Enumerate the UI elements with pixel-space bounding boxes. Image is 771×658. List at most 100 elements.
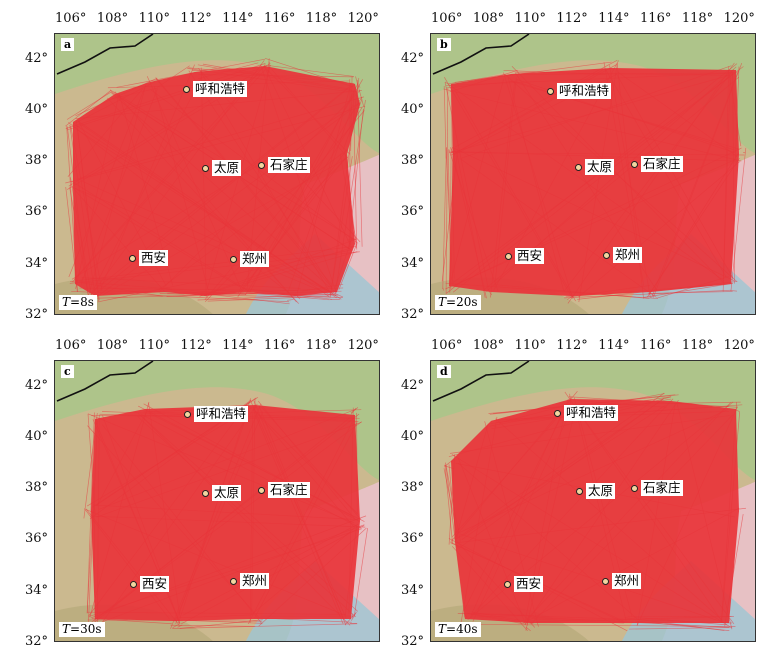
ray-path: [158, 152, 344, 291]
ray-path: [89, 528, 363, 617]
latitude-tick-label: 38°: [24, 480, 48, 496]
ray-path: [87, 413, 96, 516]
ray-path: [732, 72, 735, 284]
ray-path: [527, 616, 730, 628]
ray-path: [450, 151, 739, 162]
city-marker-icon: [631, 485, 638, 492]
ray-path: [90, 290, 342, 299]
ray-path: [66, 126, 78, 292]
ray-path: [441, 150, 458, 282]
ray-path: [507, 77, 565, 291]
latitude-tick-label: 34°: [24, 582, 48, 598]
ray-path: [69, 251, 360, 284]
ray-path: [442, 147, 447, 289]
boundary-line: [432, 34, 530, 75]
ray-path: [536, 616, 734, 623]
ray-path: [71, 290, 290, 303]
ray-path: [453, 147, 742, 287]
ray-path: [263, 64, 354, 77]
ray-path: [187, 68, 349, 93]
panel-b: b T=20s 呼和浩特 太原 石家庄 西安 郑州 106° 108° 110° 11…: [401, 11, 756, 322]
ray-path: [87, 421, 362, 626]
ray-path: [96, 411, 147, 507]
latitude-tick-label: 34°: [24, 255, 48, 271]
northern-highlands: [55, 34, 379, 153]
ray-path: [75, 92, 120, 289]
ray-path: [346, 238, 355, 241]
ray-path: [70, 125, 103, 291]
ray-path: [455, 545, 460, 549]
longitude-tick-label: 116°: [640, 338, 672, 353]
city-marker-icon: [184, 411, 191, 418]
ray-path: [467, 401, 734, 621]
ray-path: [77, 96, 364, 180]
ray-path: [730, 290, 737, 292]
longitude-tick-label: 120°: [347, 338, 379, 353]
ray-path: [97, 249, 350, 303]
ray-path: [263, 65, 351, 155]
latitude-tick-label: 40°: [24, 101, 48, 117]
longitude-tick-label: 114°: [222, 338, 254, 353]
ray-path: [86, 407, 252, 507]
panel-letter: d: [437, 365, 451, 378]
ray-path: [450, 74, 733, 153]
ray-path: [489, 394, 679, 415]
ray-path: [643, 283, 734, 298]
longitude-tick-label: 112°: [556, 338, 588, 353]
ray-path: [85, 508, 180, 626]
ray-path: [651, 70, 739, 298]
ray-path: [65, 90, 112, 127]
ray-path: [72, 186, 332, 296]
ray-path: [724, 513, 744, 627]
city-marker-icon: [505, 253, 512, 260]
ray-path: [636, 403, 676, 626]
ray-path: [110, 92, 336, 293]
boundary-line: [432, 361, 530, 402]
ray-path: [523, 507, 740, 624]
ray-path: [656, 276, 729, 299]
ray-path: [573, 405, 735, 625]
ray-path: [258, 527, 367, 627]
longitude-tick-label: 112°: [180, 338, 212, 353]
latitude-tick-label: 42°: [400, 50, 424, 66]
latitude-tick-label: 34°: [400, 255, 424, 271]
ray-path: [456, 392, 665, 540]
ray-path: [155, 77, 332, 285]
ray-path: [96, 414, 100, 627]
ray-path: [192, 67, 259, 71]
ray-path: [86, 511, 94, 614]
ray-path: [451, 146, 735, 281]
ray-path: [443, 88, 742, 162]
longitude-tick-label: 108°: [96, 11, 129, 26]
panel-d: d T=40s 呼和浩特 太原 石家庄 西安 郑州 106° 108° 110° 11…: [401, 338, 756, 649]
city-marker-icon: [603, 252, 610, 259]
ray-path: [259, 617, 352, 623]
northern-highlands: [431, 361, 755, 480]
ray-path: [523, 402, 731, 624]
ray-path: [451, 454, 731, 627]
ray-path: [93, 87, 349, 296]
ray-path: [155, 78, 333, 289]
ray-path: [159, 293, 302, 298]
ray-path: [447, 150, 452, 289]
longitude-tick-label: 116°: [640, 11, 672, 26]
ray-path: [495, 284, 650, 299]
ray-path: [202, 63, 352, 90]
ray-path: [241, 251, 358, 285]
ray-path: [83, 413, 98, 519]
ray-path: [97, 290, 339, 296]
ray-path: [175, 614, 254, 619]
latitude-tick-label: 36°: [24, 204, 48, 220]
ray-path: [352, 90, 358, 250]
longitude-tick-label: 118°: [681, 11, 714, 26]
ray-path: [353, 527, 368, 617]
ray-path: [452, 401, 572, 538]
city-marker-icon: [554, 410, 561, 417]
ray-path: [453, 155, 487, 299]
longitude-tick-label: 110°: [514, 11, 546, 26]
ray-path: [65, 186, 79, 292]
ray-path: [721, 411, 741, 620]
ray-path: [247, 422, 353, 625]
ray-path: [454, 61, 612, 83]
ray-path: [443, 85, 447, 159]
